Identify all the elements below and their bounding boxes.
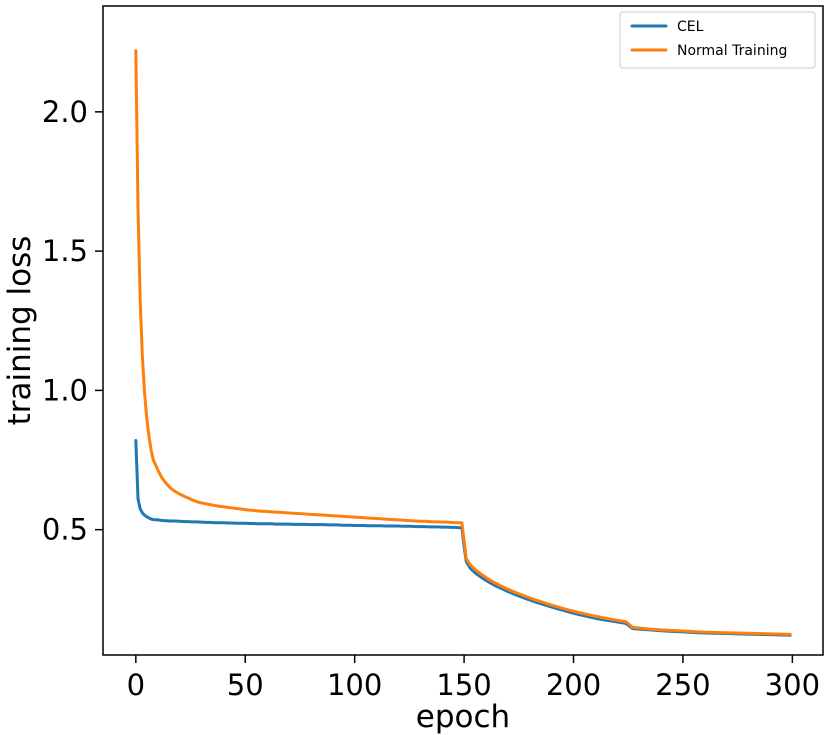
legend-box bbox=[619, 11, 816, 69]
x-tick-label: 50 bbox=[227, 668, 264, 702]
y-tick-label: 0.5 bbox=[42, 513, 88, 547]
x-tick-label: 0 bbox=[127, 668, 145, 702]
y-tick-label: 1.0 bbox=[42, 373, 88, 407]
y-tick-label: 2.0 bbox=[42, 95, 88, 129]
x-tick-label: 200 bbox=[546, 668, 601, 702]
series-line-cel bbox=[134, 439, 792, 637]
x-tick-label: 100 bbox=[327, 668, 382, 702]
x-axis-label: epoch bbox=[416, 699, 510, 735]
y-axis-label: training loss bbox=[2, 236, 38, 426]
x-tick-label: 150 bbox=[436, 668, 491, 702]
y-tick-label: 1.5 bbox=[42, 234, 88, 268]
axes-layer: 0 50 100 150 200 250 300 0.5 1.0 1.5 2.0 bbox=[42, 5, 824, 702]
x-tick-label: 300 bbox=[765, 668, 820, 702]
series-line-normal-training bbox=[134, 49, 792, 636]
plot-frame bbox=[102, 5, 824, 656]
legend-label-normal-training: Normal Training bbox=[677, 43, 787, 59]
legend-label-cel: CEL bbox=[677, 19, 704, 35]
x-tick-label: 250 bbox=[655, 668, 710, 702]
plot-area bbox=[134, 49, 792, 637]
legend: CEL Normal Training bbox=[619, 11, 816, 69]
